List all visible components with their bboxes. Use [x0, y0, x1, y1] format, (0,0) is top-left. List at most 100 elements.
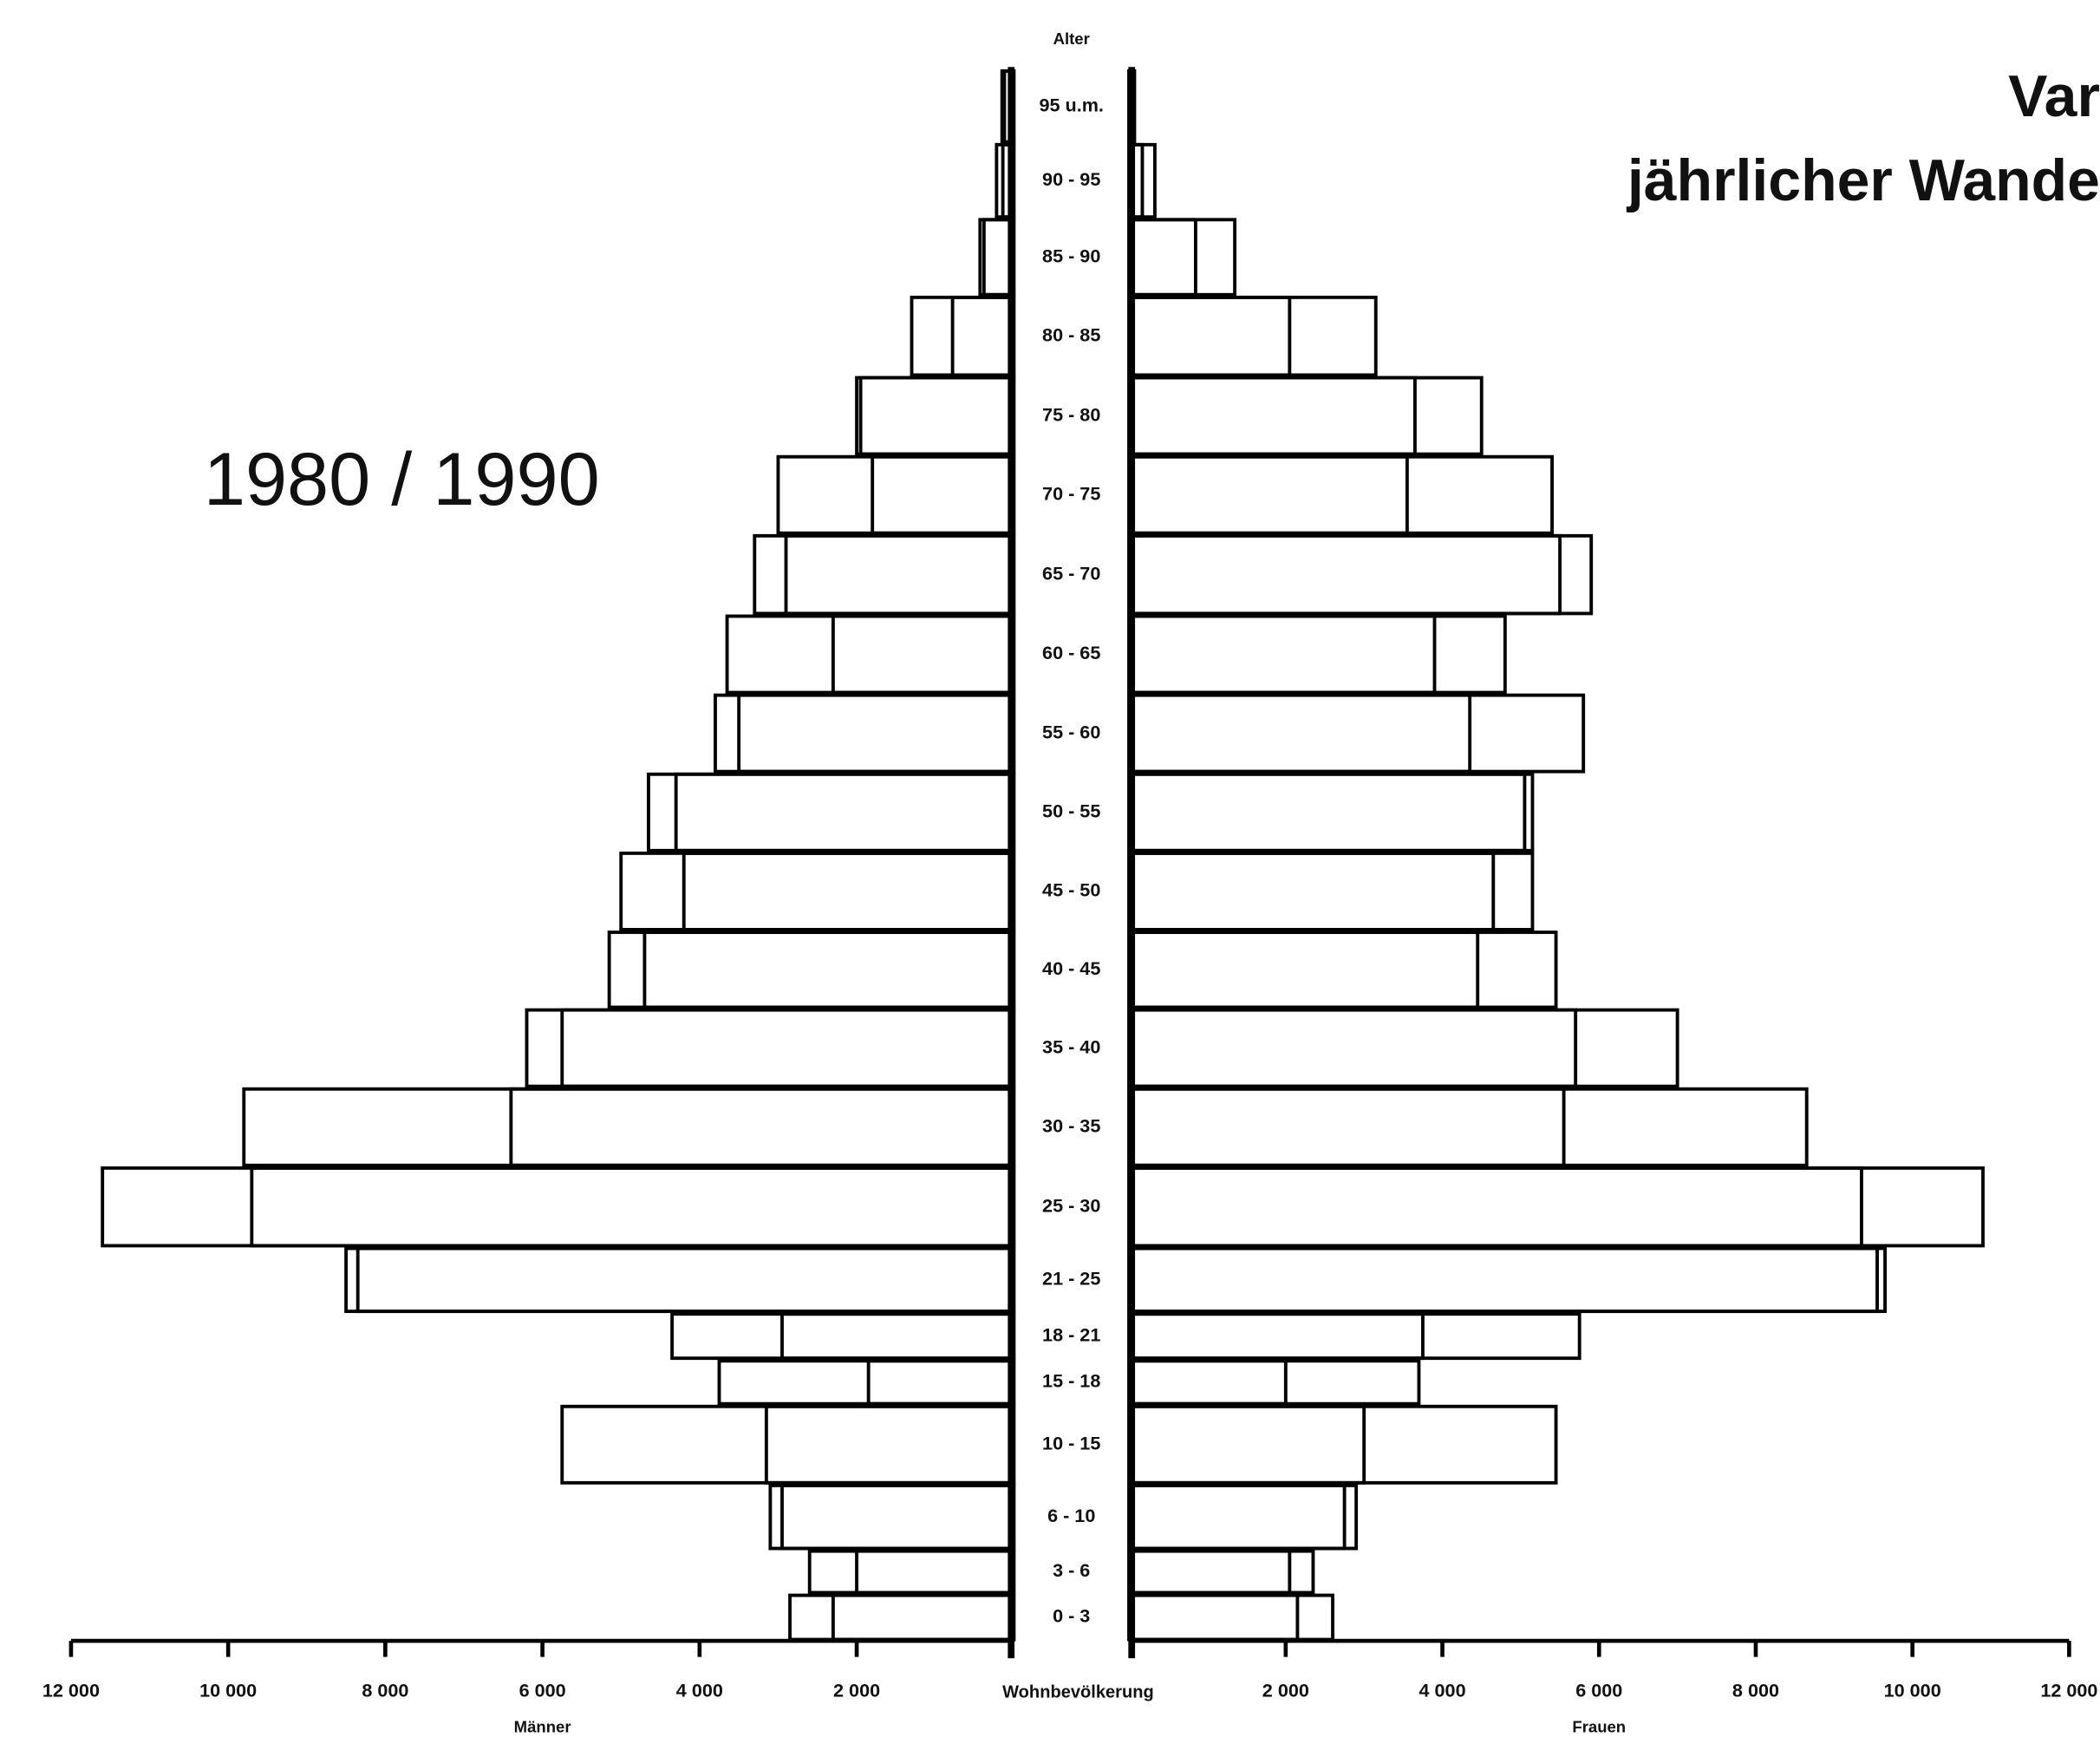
bar: [725, 614, 1016, 695]
bar: [764, 1404, 1016, 1485]
bar: [776, 454, 1016, 535]
age-label: 6 - 10: [1047, 1505, 1095, 1526]
bar: [1127, 1246, 1879, 1314]
age-axis-label: Alter: [1053, 29, 1090, 48]
bar: [1127, 1087, 1809, 1167]
bar: [670, 1312, 1016, 1361]
bar: [1127, 614, 1507, 695]
age-label: 50 - 55: [1042, 800, 1100, 821]
center-label: Wohnbevölkerung: [1002, 1683, 1154, 1702]
bar: [1127, 1246, 1887, 1314]
age-label: 40 - 45: [1042, 957, 1100, 979]
bar: [1127, 218, 1197, 297]
bar: [1127, 1166, 1985, 1248]
age-label: 60 - 65: [1042, 642, 1100, 663]
age-label: 10 - 15: [1042, 1433, 1100, 1454]
bar: [1127, 1312, 1582, 1361]
age-label: 75 - 80: [1042, 403, 1100, 425]
bar: [355, 1246, 1016, 1314]
bar: [525, 1008, 1016, 1088]
bar: [1127, 1008, 1679, 1088]
bar: [1002, 69, 1016, 144]
heading: jährlicher Wande: [1626, 147, 2100, 213]
age-label: 35 - 40: [1042, 1035, 1100, 1057]
bar: [1127, 295, 1292, 377]
bar: [950, 295, 1016, 377]
bar: [642, 931, 1016, 1009]
bar: [855, 376, 1016, 456]
age-label: 80 - 85: [1042, 323, 1100, 345]
bar: [866, 1359, 1016, 1406]
x-tick-label: 12 000: [42, 1679, 100, 1701]
age-label: 18 - 21: [1042, 1323, 1100, 1345]
x-tick-label: 12 000: [2040, 1679, 2097, 1701]
bar: [1127, 1166, 1863, 1248]
bar: [871, 454, 1016, 535]
age-label: 55 - 60: [1042, 721, 1100, 742]
bar: [717, 1359, 1016, 1406]
bar: [1127, 1549, 1292, 1595]
bar: [647, 772, 1016, 852]
x-tick-label: 10 000: [1884, 1679, 1941, 1701]
bar: [344, 1246, 1016, 1314]
bar: [831, 1593, 1016, 1642]
age-label: 45 - 50: [1042, 879, 1100, 901]
bar: [560, 1404, 1016, 1485]
bar: [1127, 1483, 1359, 1551]
bar: [1127, 376, 1484, 456]
bar: [1127, 218, 1237, 297]
bar: [1127, 614, 1437, 695]
bar: [607, 931, 1016, 1009]
bar: [1127, 851, 1535, 931]
bar: [1127, 69, 1137, 144]
bar: [780, 1312, 1016, 1361]
bar: [831, 614, 1016, 695]
bar: [1127, 142, 1157, 219]
bar: [1127, 533, 1594, 616]
bar: [674, 772, 1016, 852]
bar: [1127, 1008, 1578, 1088]
bar: [1127, 693, 1472, 774]
bar: [714, 693, 1016, 774]
bar: [560, 1008, 1016, 1088]
x-tick-label: 2 000: [833, 1679, 880, 1701]
age-label: 95 u.m.: [1039, 95, 1103, 116]
bar: [855, 1549, 1016, 1595]
bar: [1127, 772, 1527, 852]
age-label: 21 - 25: [1042, 1268, 1100, 1290]
bar: [1127, 454, 1409, 535]
bar: [1127, 376, 1417, 456]
bar: [780, 1483, 1016, 1551]
axis-label: Frauen: [1572, 1717, 1626, 1735]
chart-title: 1980 / 1990: [204, 438, 600, 521]
bar: [768, 1483, 1016, 1551]
age-label: 85 - 90: [1042, 245, 1100, 266]
bar: [619, 851, 1016, 931]
bar: [1127, 454, 1554, 535]
bar: [1127, 931, 1480, 1009]
bar: [753, 533, 1016, 616]
bar: [1127, 693, 1586, 774]
heading: Var: [2008, 63, 2100, 129]
bar: [788, 1593, 1016, 1642]
bar: [1127, 931, 1558, 1009]
bar: [1127, 1404, 1366, 1485]
bar: [1127, 1593, 1334, 1642]
age-label: 30 - 35: [1042, 1114, 1100, 1136]
age-label: 15 - 18: [1042, 1370, 1100, 1392]
bar: [1127, 1359, 1421, 1406]
bar: [858, 376, 1016, 456]
bar: [1127, 1549, 1315, 1595]
x-tick-label: 2 000: [1262, 1679, 1309, 1701]
x-tick-label: 4 000: [1419, 1679, 1466, 1701]
x-tick-label: 4 000: [676, 1679, 723, 1701]
axis-label: Männer: [514, 1717, 571, 1735]
bar: [242, 1087, 1016, 1167]
x-tick-label: 8 000: [362, 1679, 408, 1701]
bar: [737, 693, 1016, 774]
age-label: 65 - 70: [1042, 562, 1100, 584]
bar: [1127, 772, 1535, 852]
bar: [101, 1166, 1016, 1248]
